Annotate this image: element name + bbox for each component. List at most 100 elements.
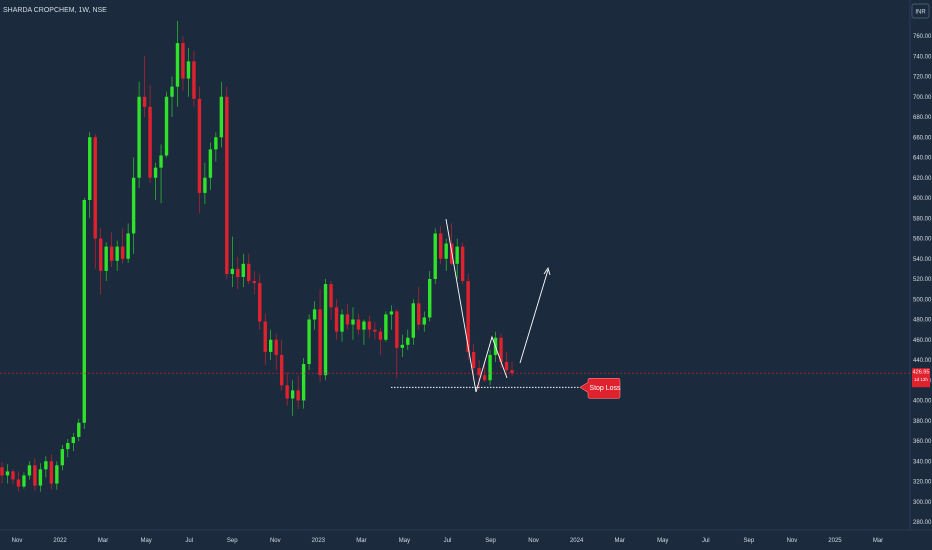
candle-body	[252, 281, 256, 284]
candle-body	[115, 246, 119, 261]
candle-body	[312, 309, 317, 320]
candle-body	[225, 96, 229, 274]
candle-body	[428, 279, 432, 318]
candle-body	[82, 200, 86, 423]
candle	[208, 142, 213, 190]
price-axis[interactable]: 280.00 300.00 320.00 340.00 360.00 380.00 400.…	[913, 34, 932, 526]
x-tick-label: 2024	[570, 538, 584, 544]
candle-body	[504, 362, 509, 371]
candle-body	[93, 137, 97, 239]
x-tick-label: Mar	[873, 538, 883, 544]
y-tick-label: 320.00	[913, 480, 932, 486]
candle-body	[208, 149, 213, 178]
candle-body	[148, 106, 152, 178]
candle-body	[60, 449, 65, 466]
candle-body	[263, 321, 267, 352]
candle-body	[131, 177, 136, 234]
candle	[247, 253, 251, 285]
x-tick-label: Jul	[185, 538, 193, 544]
candle-body	[279, 354, 284, 386]
y-tick-label: 360.00	[913, 439, 932, 445]
candle-body	[290, 390, 295, 399]
candle	[16, 471, 21, 492]
candle-body	[153, 167, 158, 178]
candle	[433, 228, 437, 285]
candle	[312, 301, 317, 330]
candle-body	[466, 281, 470, 352]
candle	[131, 157, 136, 254]
candle	[197, 86, 202, 214]
target-arrow	[519, 269, 549, 364]
candle	[274, 333, 278, 371]
y-tick-label: 340.00	[913, 459, 932, 465]
x-tick-label: Sep	[744, 538, 755, 544]
currency-badge[interactable]: INR	[911, 3, 930, 19]
candle-body	[241, 263, 245, 277]
candle	[477, 360, 481, 391]
pattern-line	[475, 335, 508, 393]
candle-body	[433, 233, 437, 279]
candle-body	[120, 246, 125, 259]
candle	[164, 91, 169, 158]
candle	[159, 144, 163, 204]
downtrend-line	[445, 218, 477, 393]
candle	[11, 469, 15, 485]
candle-body	[395, 311, 399, 348]
candle-body	[334, 307, 339, 332]
candle-body	[159, 155, 163, 168]
candle	[252, 270, 256, 295]
candle-body	[5, 471, 10, 476]
candle	[142, 56, 147, 117]
x-tick-label: May	[140, 538, 151, 544]
x-tick-label: May	[657, 538, 668, 544]
candle	[439, 226, 443, 264]
candle	[362, 319, 366, 345]
y-tick-label: 400.00	[913, 399, 932, 405]
y-tick-label: 540.00	[913, 257, 932, 263]
candle	[203, 162, 207, 205]
candle	[373, 321, 377, 340]
y-tick-label: 520.00	[913, 277, 932, 283]
candle-body	[367, 321, 372, 330]
last-price-tag: 426.95 1d 12h	[912, 368, 930, 388]
candle	[504, 351, 509, 376]
candle-body	[181, 43, 185, 79]
stop-loss-callout[interactable]: Stop Loss	[579, 378, 621, 399]
candle-body	[11, 471, 15, 480]
candle	[148, 84, 152, 183]
candle	[351, 307, 355, 340]
candle-body	[285, 385, 289, 399]
candle	[225, 86, 229, 279]
candle	[120, 228, 125, 264]
time-axis[interactable]: Nov 2022 Mar May Jul Sep Nov 2023 Mar May Jul Sep No…	[12, 538, 884, 544]
candle-body	[164, 96, 169, 156]
candle-body	[55, 465, 59, 484]
candle-body	[33, 465, 37, 486]
candle	[214, 132, 218, 162]
y-tick-label: 300.00	[913, 500, 932, 506]
x-tick-label: Sep	[227, 538, 238, 544]
candle-body	[274, 339, 278, 355]
candle	[22, 472, 26, 489]
y-tick-label: 680.00	[913, 115, 932, 121]
candle	[38, 463, 43, 492]
ticker-label: SHARDA CROPCHEM, 1W, NSE	[3, 7, 107, 14]
candle-body	[214, 137, 218, 150]
candle-body	[455, 246, 459, 264]
candle-body	[389, 311, 394, 315]
candle	[5, 464, 10, 484]
candle	[104, 242, 108, 282]
candle	[290, 380, 295, 416]
candle-body	[22, 475, 26, 487]
candle-body	[499, 337, 503, 363]
candle	[137, 81, 141, 188]
candle-body	[439, 233, 443, 259]
candle-body	[192, 61, 196, 99]
candle	[455, 238, 459, 279]
candle	[175, 20, 180, 107]
candle-body	[77, 422, 81, 437]
candle-body	[411, 303, 415, 338]
candle-body	[318, 309, 322, 376]
